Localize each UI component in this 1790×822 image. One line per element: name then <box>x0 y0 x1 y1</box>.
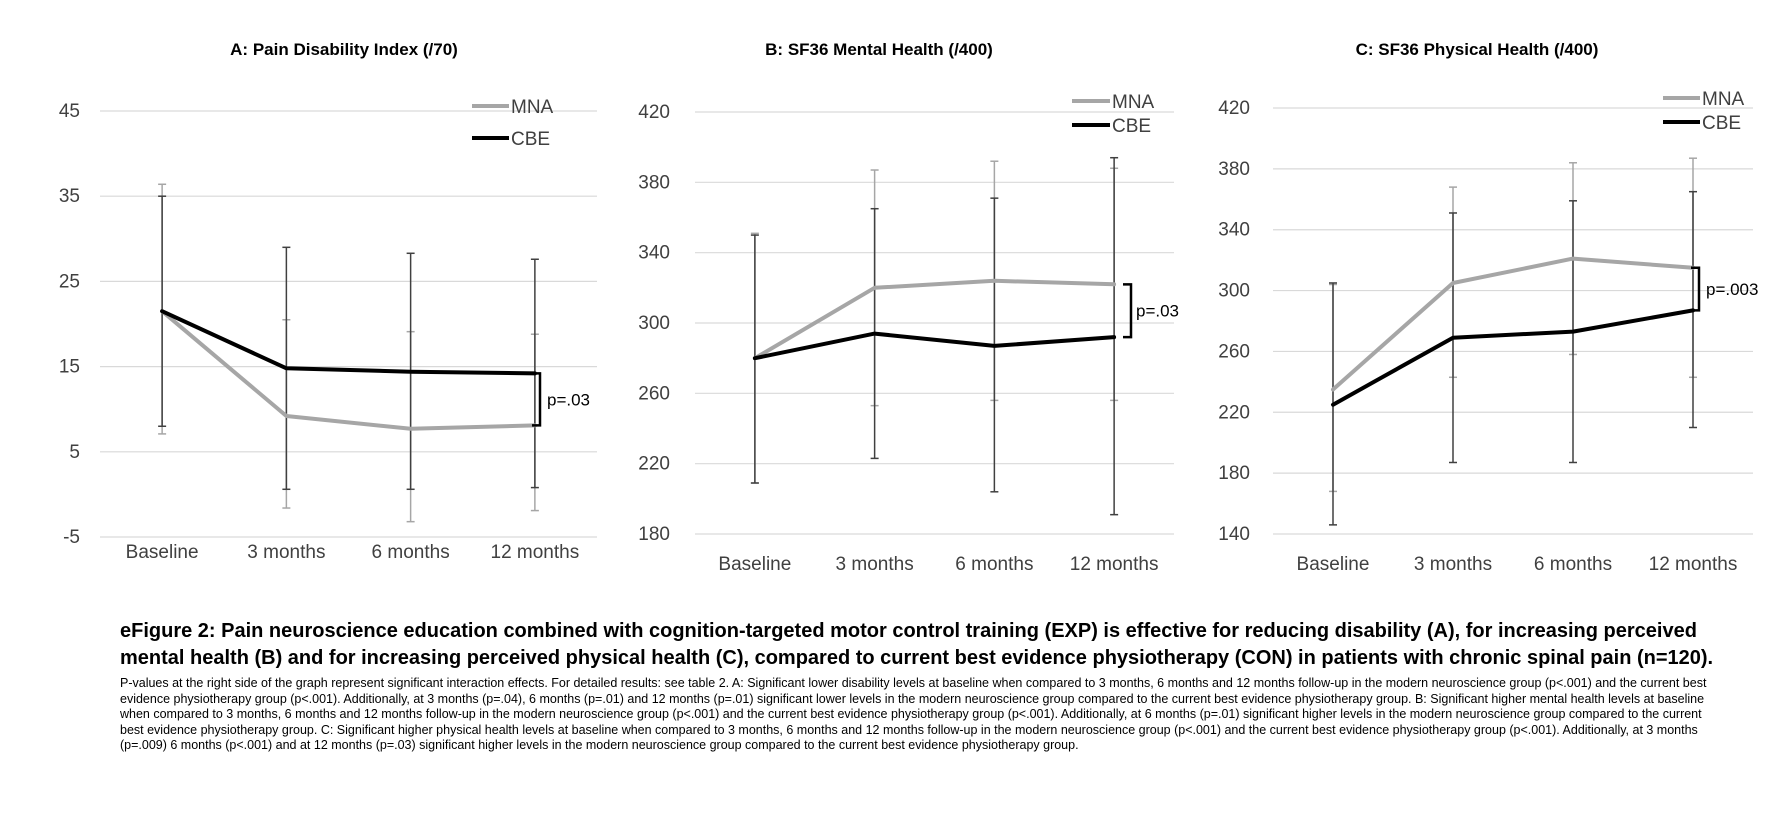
x-tick-label: 6 months <box>372 542 450 563</box>
y-tick-label: 300 <box>1218 281 1250 302</box>
y-tick-label: 220 <box>1218 402 1250 423</box>
x-tick-label: 12 months <box>1070 554 1159 575</box>
y-tick-label: 300 <box>638 313 670 334</box>
y-tick-label: 340 <box>1218 220 1250 241</box>
y-tick-label: 260 <box>638 383 670 404</box>
significance-bracket <box>532 372 542 427</box>
significance-bracket <box>1691 266 1701 312</box>
y-tick-label: 420 <box>638 102 670 123</box>
series-line-mna <box>160 309 537 431</box>
significance-bracket <box>1123 283 1133 339</box>
y-tick-label: 420 <box>1218 98 1250 119</box>
legend-label-cbe: CBE <box>1702 113 1741 134</box>
chart-panel-a: A: Pain Disability Index (/70) -5 5 15 25 35 4… <box>59 40 597 563</box>
p-value-label: p=.03 <box>1136 302 1179 321</box>
series-line-cbe <box>752 331 1117 361</box>
y-tick-label: 180 <box>1218 463 1250 484</box>
x-tick-label: Baseline <box>1297 554 1370 575</box>
p-value-label: p=.003 <box>1706 280 1758 299</box>
y-tick-label: 35 <box>59 186 80 207</box>
legend-label-cbe: CBE <box>511 129 550 150</box>
x-tick-label: 3 months <box>247 542 325 563</box>
x-tick-label: 12 months <box>1649 554 1738 575</box>
y-tick-label: 180 <box>638 524 670 545</box>
legend-label-cbe: CBE <box>1112 116 1151 137</box>
caption-title: eFigure 2: Pain neuroscience education c… <box>120 620 1714 669</box>
y-tick-label: 140 <box>1218 524 1250 545</box>
x-tick-label: 12 months <box>491 542 580 563</box>
legend-label-mna: MNA <box>1112 92 1155 113</box>
chart-title: B: SF36 Mental Health (/400) <box>765 40 993 59</box>
x-tick-label: Baseline <box>718 554 791 575</box>
figure-caption: eFigure 2: Pain neuroscience education c… <box>120 618 1720 754</box>
y-tick-label: 15 <box>59 357 80 378</box>
series-line-cbe <box>160 309 537 376</box>
y-tick-label: -5 <box>63 527 80 548</box>
series-line-cbe <box>1331 308 1695 407</box>
figure-charts: A: Pain Disability Index (/70) -5 5 15 25 35 4… <box>59 40 1759 575</box>
y-tick-label: 260 <box>1218 341 1250 362</box>
y-tick-label: 340 <box>638 243 670 264</box>
y-tick-label: 220 <box>638 454 670 475</box>
x-tick-label: 3 months <box>836 554 914 575</box>
series-line-mna <box>1331 256 1695 392</box>
legend-label-mna: MNA <box>1702 89 1745 110</box>
y-tick-label: 45 <box>59 101 80 122</box>
y-tick-label: 380 <box>638 172 670 193</box>
x-tick-label: 6 months <box>1534 554 1612 575</box>
x-tick-label: 6 months <box>955 554 1033 575</box>
y-tick-label: 380 <box>1218 159 1250 180</box>
chart-title: C: SF36 Physical Health (/400) <box>1356 40 1599 59</box>
x-tick-label: 3 months <box>1414 554 1492 575</box>
x-tick-label: Baseline <box>126 542 199 563</box>
chart-title: A: Pain Disability Index (/70) <box>230 40 458 59</box>
series-line-mna <box>752 278 1117 361</box>
p-value-label: p=.03 <box>547 390 590 409</box>
legend-label-mna: MNA <box>511 97 554 118</box>
caption-body: P-values at the right side of the graph … <box>120 676 1707 753</box>
y-tick-label: 5 <box>69 442 80 463</box>
chart-panel-b: B: SF36 Mental Health (/400) 180 220 260 300… <box>638 40 1179 575</box>
chart-panel-c: C: SF36 Physical Health (/400) 140 180 220 2… <box>1218 40 1758 575</box>
y-tick-label: 25 <box>59 271 80 292</box>
